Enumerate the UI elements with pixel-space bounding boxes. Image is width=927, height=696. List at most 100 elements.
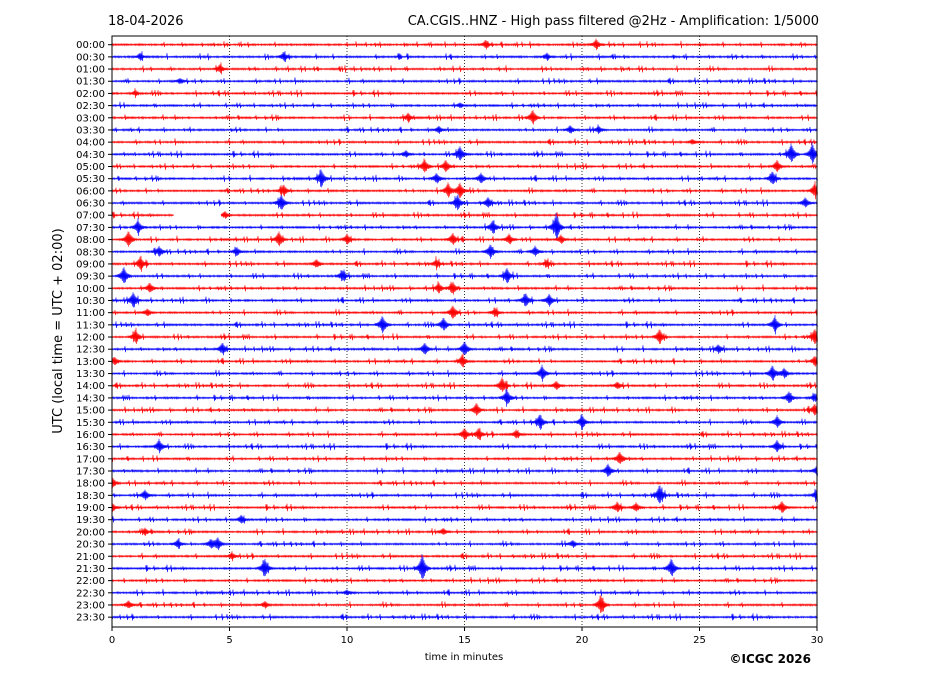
y-axis-label: UTC (local time = UTC + 02:00) [51, 228, 66, 433]
trace-0130 [111, 77, 818, 85]
y-tick-label: 21:00 [76, 552, 105, 563]
trace-1530 [111, 414, 818, 430]
y-tick-label: 22:00 [76, 576, 105, 587]
x-tick-label: 20 [576, 635, 589, 646]
y-tick-label: 12:30 [76, 345, 105, 356]
trace-0700 [111, 210, 818, 219]
y-tick-label: 23:00 [76, 600, 105, 611]
x-tick-label: 15 [458, 635, 471, 646]
y-tick-label: 04:30 [76, 150, 105, 161]
y-tick-label: 04:00 [76, 138, 105, 149]
y-tick-label: 02:30 [76, 101, 105, 112]
trace-0100 [111, 62, 818, 75]
trace-0300 [111, 110, 818, 125]
y-tick-label: 05:00 [76, 162, 105, 173]
trace-2200 [111, 576, 818, 585]
x-tick-label: 25 [693, 635, 706, 646]
trace-2000 [111, 527, 818, 536]
trace-0900 [111, 255, 818, 272]
y-tick-label: 11:30 [76, 320, 105, 331]
y-tick-label: 13:00 [76, 357, 105, 368]
trace-1630 [111, 438, 818, 454]
vertical-gridlines [229, 36, 700, 627]
y-tick-label: 10:30 [76, 296, 105, 307]
x-axis-ticks: 0 5 10 15 20 25 30 [109, 627, 824, 646]
title-station: CA.CGIS..HNZ - High pass filtered @2Hz -… [408, 14, 819, 29]
y-tick-label: 11:00 [76, 308, 105, 319]
trace-1800 [111, 476, 818, 489]
x-tick-label: 30 [811, 635, 824, 646]
trace-0830 [111, 244, 818, 259]
y-tick-label: 21:30 [76, 564, 105, 575]
trace-2030 [111, 537, 818, 551]
y-tick-label: 14:30 [76, 393, 105, 404]
x-tick-label: 10 [341, 635, 354, 646]
trace-0500 [111, 158, 818, 173]
trace-1600 [111, 427, 818, 441]
trace-1200 [111, 327, 818, 345]
trace-1430 [111, 388, 818, 407]
trace-1730 [111, 463, 818, 477]
copyright-label: ©ICGC 2026 [729, 652, 811, 666]
y-tick-label: 20:30 [76, 540, 105, 551]
x-axis-label: time in minutes [425, 652, 504, 663]
y-tick-label: 07:30 [76, 223, 105, 234]
trace-1130 [111, 315, 818, 335]
y-tick-label: 20:00 [76, 527, 105, 538]
trace-0400 [111, 138, 818, 146]
y-tick-label: 22:30 [76, 588, 105, 599]
trace-0230 [111, 101, 818, 110]
x-tick-label: 0 [109, 635, 115, 646]
trace-1700 [111, 452, 818, 464]
trace-0200 [111, 88, 818, 99]
trace-0430 [111, 141, 818, 164]
trace-0000 [111, 38, 818, 51]
trace-1230 [111, 341, 818, 356]
trace-1830 [111, 485, 818, 504]
trace-0030 [111, 51, 818, 63]
y-tick-label: 19:00 [76, 503, 105, 514]
trace-2300 [111, 595, 818, 614]
y-tick-label: 08:00 [76, 235, 105, 246]
trace-1030 [111, 292, 818, 308]
y-tick-label: 13:30 [76, 369, 105, 380]
trace-0600 [111, 181, 818, 200]
trace-1300 [111, 353, 818, 368]
trace-1000 [111, 281, 818, 295]
y-tick-label: 05:30 [76, 174, 105, 185]
trace-0330 [111, 124, 818, 135]
trace-1400 [111, 377, 818, 392]
trace-0630 [111, 194, 818, 211]
y-tick-label: 16:00 [76, 430, 105, 441]
trace-0930 [111, 267, 818, 284]
y-tick-label: 01:00 [76, 65, 105, 76]
y-tick-label: 12:00 [76, 333, 105, 344]
trace-0730 [111, 213, 818, 240]
y-tick-label: 01:30 [76, 77, 105, 88]
y-tick-label: 16:30 [76, 442, 105, 453]
y-tick-label: 14:00 [76, 381, 105, 392]
trace-2100 [111, 551, 818, 562]
y-tick-label: 09:00 [76, 259, 105, 270]
y-tick-label: 17:00 [76, 454, 105, 465]
trace-1330 [111, 364, 818, 382]
y-tick-label: 02:00 [76, 89, 105, 100]
y-tick-label: 00:00 [76, 40, 105, 51]
y-tick-label: 07:00 [76, 211, 105, 222]
trace-2130 [111, 554, 818, 579]
y-tick-label: 06:00 [76, 186, 105, 197]
y-tick-label: 23:30 [76, 613, 105, 624]
y-tick-label: 03:30 [76, 125, 105, 136]
trace-1100 [111, 305, 818, 319]
y-tick-label: 18:00 [76, 479, 105, 490]
title-date: 18-04-2026 [108, 14, 184, 29]
y-tick-label: 15:30 [76, 418, 105, 429]
y-tick-label: 10:00 [76, 284, 105, 295]
trace-2330 [111, 613, 818, 621]
y-tick-label: 18:30 [76, 491, 105, 502]
y-tick-label: 06:30 [76, 199, 105, 210]
trace-0530 [111, 169, 818, 188]
y-tick-label: 15:00 [76, 406, 105, 417]
